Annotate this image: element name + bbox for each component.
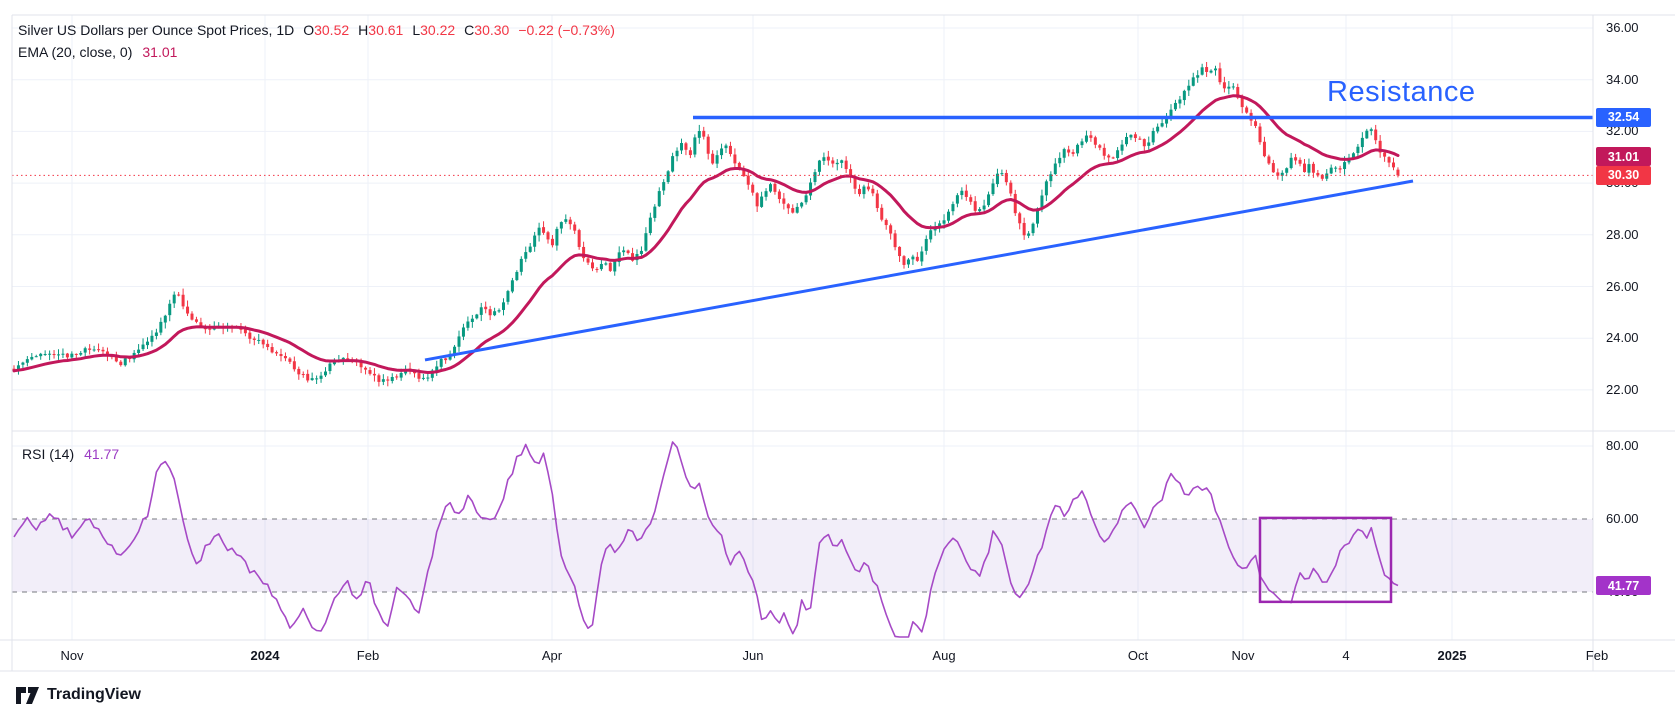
time-axis-label: 2024 <box>250 648 280 663</box>
time-axis-label: Oct <box>1127 648 1149 663</box>
ohlc-value: 30.52 <box>314 22 350 38</box>
rsi-axis-label: 80.00 <box>1606 438 1639 453</box>
last-price-badge: 30.30 <box>1596 165 1651 185</box>
time-axis-label: Nov <box>1231 648 1255 663</box>
ema-legend-value: 31.01 <box>142 44 178 60</box>
time-axis-label: 4 <box>1342 648 1350 663</box>
resistance-price-badge: 32.54 <box>1596 107 1651 127</box>
support-trendline[interactable] <box>424 179 1414 362</box>
ohlc-letter: C <box>464 22 475 38</box>
ema-legend[interactable]: EMA (20, close, 0) 31.01 <box>18 44 177 61</box>
ohlc-values: O30.52 H30.61 L30.22 C30.30 <box>294 22 509 38</box>
rsi-value-badge: 41.77 <box>1596 576 1651 596</box>
price-axis-label: 34.00 <box>1606 71 1639 87</box>
ohlc-value: 30.61 <box>368 22 404 38</box>
symbol-title[interactable]: Silver US Dollars per Ounce Spot Prices,… <box>18 22 295 38</box>
tradingview-watermark[interactable]: TradingView <box>16 686 141 704</box>
rsi-highlight-rect[interactable] <box>1258 516 1393 604</box>
price-axis-label: 24.00 <box>1606 330 1639 346</box>
time-axis-label: Apr <box>541 648 563 663</box>
time-axis-label: Feb <box>1585 648 1609 663</box>
time-axis-label: Nov <box>60 648 84 663</box>
time-axis-label: Aug <box>932 648 956 663</box>
ohlc-letter: H <box>358 22 369 38</box>
resistance-drawing-label[interactable]: Resistance <box>1327 76 1476 108</box>
ohlc-letter: O <box>303 22 315 38</box>
gridlines <box>12 15 1593 640</box>
price-axis-label: 36.00 <box>1606 20 1639 35</box>
time-axis-label: Feb <box>356 648 380 663</box>
rsi-legend[interactable]: RSI (14) 41.77 <box>22 446 119 462</box>
tradingview-logo-text: TradingView <box>47 686 141 703</box>
rsi-band <box>12 519 1593 592</box>
rsi-legend-label[interactable]: RSI (14) <box>22 446 75 462</box>
price-axis-label: 32.00 <box>1606 123 1639 139</box>
price-axis-label: 26.00 <box>1606 278 1639 294</box>
ohlc-letter: L <box>412 22 421 38</box>
time-axis-label: Jun <box>742 648 764 663</box>
ema-value-badge: 31.01 <box>1596 147 1651 167</box>
pane-borders <box>0 14 1675 672</box>
ohlc-value: 30.22 <box>420 22 456 38</box>
tradingview-logo-icon <box>16 686 39 704</box>
rsi-axis-label: 60.00 <box>1606 511 1639 526</box>
time-axis-label: 2025 <box>1437 648 1467 663</box>
symbol-legend[interactable]: Silver US Dollars per Ounce Spot Prices,… <box>18 22 615 39</box>
ohlc-value: 30.30 <box>474 22 510 38</box>
change-value: −0.22 (−0.73%) <box>518 22 615 38</box>
price-axis-label: 28.00 <box>1606 226 1639 242</box>
rsi-legend-value: 41.77 <box>84 446 120 462</box>
rsi-line[interactable] <box>13 441 1399 638</box>
ema-line[interactable] <box>12 94 1400 374</box>
ema-legend-label[interactable]: EMA (20, close, 0) <box>18 44 133 60</box>
price-axis-label: 22.00 <box>1606 381 1639 397</box>
candlestick-series[interactable] <box>12 61 1400 387</box>
